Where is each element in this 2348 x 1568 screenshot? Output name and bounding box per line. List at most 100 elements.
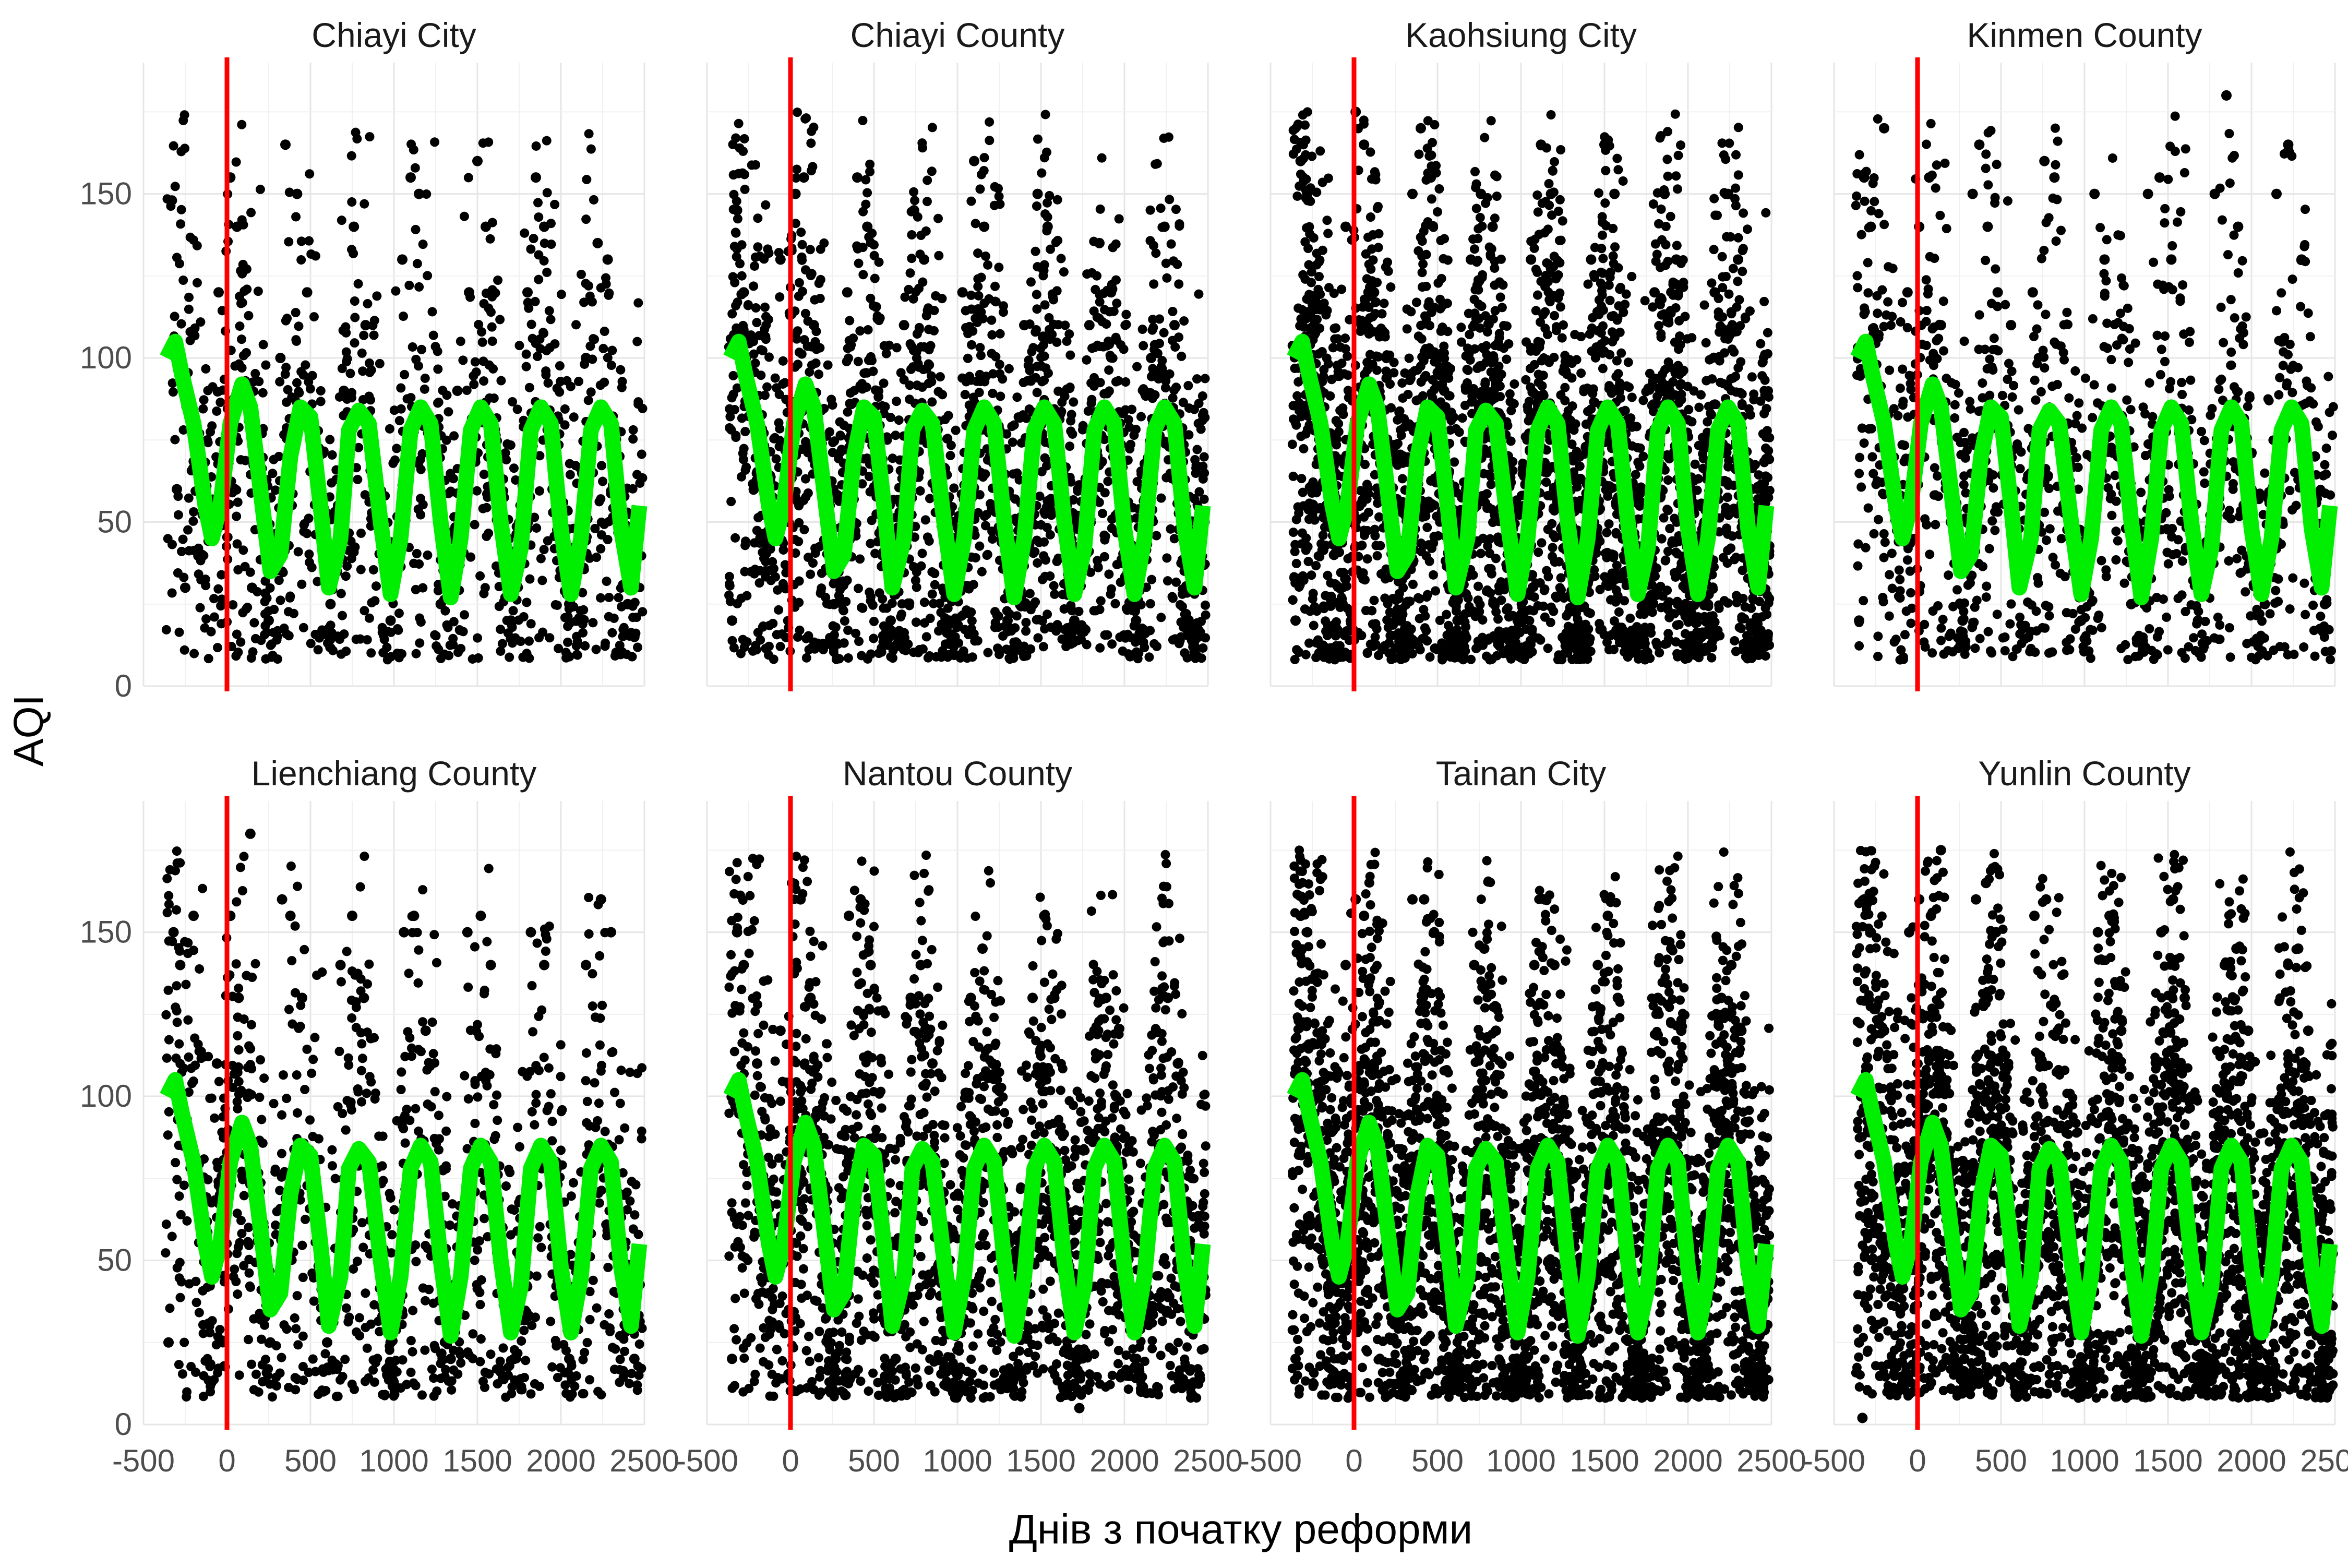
data-point: [917, 382, 927, 392]
data-point: [1057, 254, 1066, 263]
data-point: [1069, 615, 1080, 626]
data-point: [522, 597, 531, 607]
data-point: [1033, 388, 1042, 397]
data-point: [596, 593, 605, 603]
data-point: [1576, 368, 1586, 378]
data-point: [1107, 514, 1117, 524]
data-point: [913, 329, 922, 339]
data-point: [370, 316, 379, 325]
data-point: [562, 376, 571, 386]
data-point: [546, 315, 556, 324]
data-point: [213, 584, 223, 594]
data-point: [1192, 445, 1202, 454]
data-point: [892, 397, 901, 406]
data-point: [1043, 609, 1052, 619]
data-point: [488, 288, 498, 297]
data-point: [275, 377, 284, 387]
data-point: [888, 599, 897, 608]
data-point: [363, 299, 372, 308]
data-point: [1759, 297, 1769, 306]
data-point: [273, 632, 282, 641]
data-point: [1046, 623, 1056, 632]
data-point: [1046, 530, 1055, 540]
data-point: [310, 630, 320, 639]
data-point: [869, 617, 879, 626]
data-point: [554, 644, 563, 653]
data-point: [529, 234, 538, 243]
data-point: [1754, 470, 1764, 480]
data-point: [213, 287, 224, 297]
data-point: [1543, 643, 1553, 653]
data-point: [923, 175, 932, 185]
data-point: [1139, 341, 1148, 351]
data-point: [869, 634, 878, 643]
data-point: [1107, 523, 1117, 533]
data-point: [859, 368, 869, 378]
data-point: [1167, 240, 1176, 249]
data-point: [1026, 277, 1036, 286]
data-point: [1663, 629, 1673, 638]
data-point: [171, 182, 180, 191]
data-point: [971, 314, 980, 323]
data-point: [496, 625, 505, 634]
data-point: [473, 633, 482, 643]
data-point: [1418, 259, 1428, 269]
data-point: [774, 605, 783, 615]
data-point: [506, 615, 516, 626]
data-point: [806, 570, 815, 579]
data-point: [864, 325, 873, 334]
data-point: [1035, 538, 1044, 547]
data-point: [307, 563, 317, 572]
data-point: [263, 615, 274, 626]
data-point: [934, 251, 943, 260]
data-point: [360, 199, 369, 209]
data-point: [169, 141, 178, 151]
data-point: [1012, 611, 1022, 620]
data-point: [862, 188, 872, 197]
data-point: [1032, 290, 1041, 299]
data-point: [738, 287, 749, 297]
data-point: [1663, 127, 1672, 136]
data-point: [727, 393, 737, 402]
data-point: [588, 618, 597, 627]
data-point: [508, 397, 517, 406]
data-point: [1738, 267, 1747, 276]
data-point: [412, 549, 422, 558]
data-point: [577, 270, 586, 279]
data-point: [328, 450, 337, 460]
facet-panel: Kaohsiung City: [1271, 16, 1775, 691]
data-point: [215, 398, 225, 407]
data-point: [235, 321, 244, 331]
data-point: [311, 252, 320, 261]
data-point: [400, 370, 409, 379]
data-point: [434, 398, 444, 407]
data-point: [614, 593, 624, 602]
data-point: [488, 337, 497, 346]
data-point: [563, 638, 572, 647]
data-point: [565, 459, 574, 469]
data-point: [1585, 329, 1595, 339]
y-tick-label: 0: [115, 668, 132, 703]
data-point: [415, 638, 424, 648]
data-point: [921, 515, 930, 524]
data-point: [1103, 476, 1112, 486]
data-point: [762, 549, 771, 558]
data-point: [357, 349, 367, 358]
data-point: [1019, 652, 1028, 661]
data-point: [1156, 613, 1166, 622]
data-point: [355, 635, 365, 644]
data-point: [471, 357, 480, 367]
data-point: [869, 301, 878, 310]
data-point: [1403, 324, 1412, 333]
data-point: [167, 540, 177, 549]
data-point: [1718, 252, 1727, 261]
data-point: [734, 119, 744, 128]
data-point: [974, 508, 983, 518]
data-point: [239, 351, 248, 360]
data-point: [524, 637, 534, 646]
data-point: [411, 225, 421, 234]
data-point: [987, 316, 996, 325]
data-point: [875, 588, 884, 597]
data-point: [761, 312, 771, 321]
data-point: [909, 648, 918, 657]
